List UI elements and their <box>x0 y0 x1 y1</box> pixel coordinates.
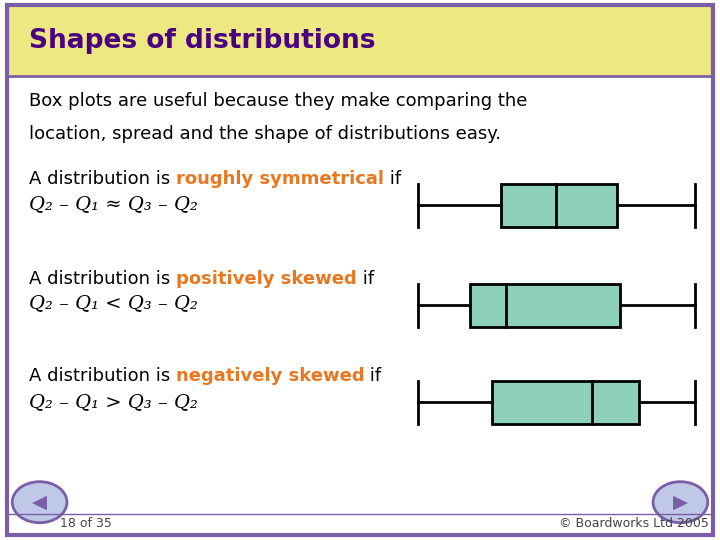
Text: roughly symmetrical: roughly symmetrical <box>176 170 384 188</box>
Text: ▶: ▶ <box>673 492 688 512</box>
Bar <box>501 184 617 227</box>
Text: A distribution is: A distribution is <box>29 170 176 188</box>
Text: Q₂ – Q₁ > Q₃ – Q₂: Q₂ – Q₁ > Q₃ – Q₂ <box>29 393 198 411</box>
Text: positively skewed: positively skewed <box>176 270 356 288</box>
Text: A distribution is: A distribution is <box>29 367 176 385</box>
Text: negatively skewed: negatively skewed <box>176 367 364 385</box>
Text: ◀: ◀ <box>32 492 47 512</box>
Text: if: if <box>364 367 382 385</box>
Text: 18 of 35: 18 of 35 <box>60 517 112 530</box>
Bar <box>7 5 713 76</box>
Circle shape <box>12 482 67 523</box>
Text: Q₂ – Q₁ < Q₃ – Q₂: Q₂ – Q₁ < Q₃ – Q₂ <box>29 294 198 312</box>
Bar <box>470 284 620 327</box>
Text: A distribution is: A distribution is <box>29 270 176 288</box>
Text: location, spread and the shape of distributions easy.: location, spread and the shape of distri… <box>29 125 501 143</box>
Circle shape <box>653 482 708 523</box>
Text: Shapes of distributions: Shapes of distributions <box>29 28 375 53</box>
Text: Box plots are useful because they make comparing the: Box plots are useful because they make c… <box>29 92 527 110</box>
Text: if: if <box>356 270 374 288</box>
Text: if: if <box>384 170 401 188</box>
Text: © Boardworks Ltd 2005: © Boardworks Ltd 2005 <box>559 517 708 530</box>
Bar <box>492 381 639 424</box>
Text: Q₂ – Q₁ ≈ Q₃ – Q₂: Q₂ – Q₁ ≈ Q₃ – Q₂ <box>29 195 198 213</box>
